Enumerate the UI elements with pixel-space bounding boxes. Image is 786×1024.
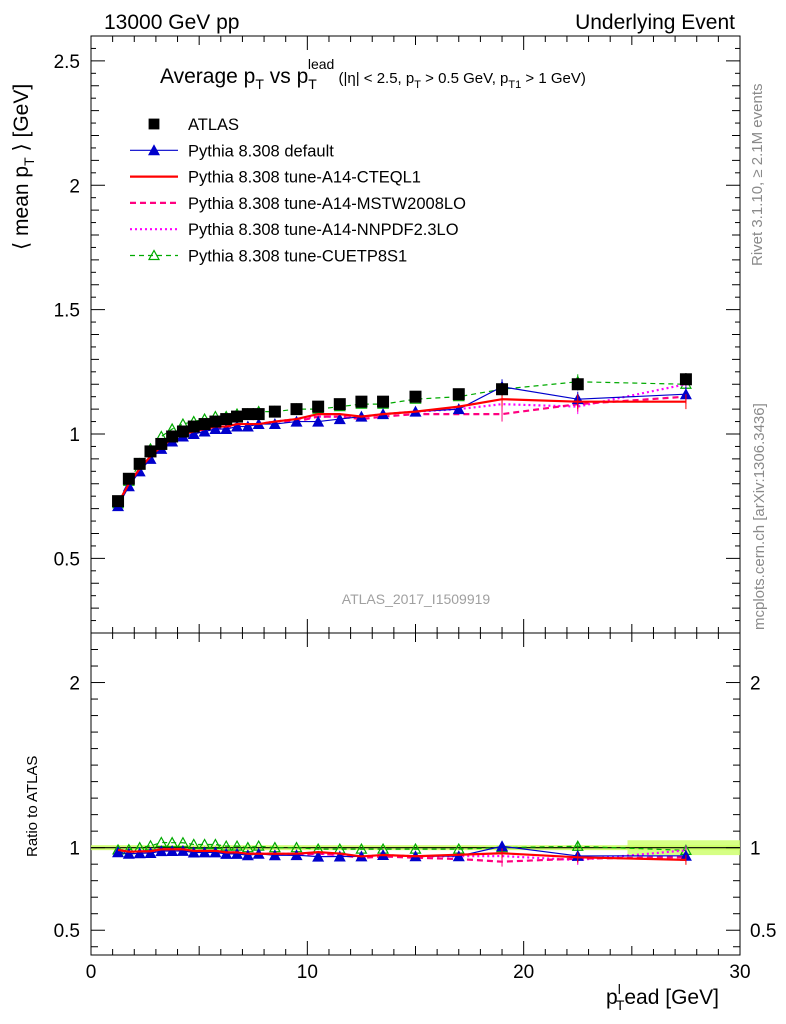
- ratio-frame: [90, 632, 741, 956]
- y-tick-label: 1.5: [54, 301, 80, 322]
- data-point: [112, 495, 125, 508]
- data-point: [679, 373, 692, 386]
- data-point: [290, 403, 303, 416]
- legend-entry: Pythia 8.308 tune-CUETP8S1: [188, 248, 407, 266]
- legend-entry: ATLAS: [188, 116, 239, 134]
- mc-point: [112, 846, 125, 858]
- axis-ticks: [90, 35, 741, 955]
- mc-point: [155, 845, 168, 857]
- data-point: [452, 388, 465, 401]
- ratio-band: [91, 840, 740, 856]
- legend-entry: Pythia 8.308 tune-A14-CTEQL1: [188, 169, 421, 187]
- data-point: [148, 118, 160, 130]
- tick-labels: 0 10 20 300.511.522.50.5 0.51 12 2: [54, 52, 777, 983]
- data-point: [144, 445, 157, 458]
- ratio-y-tick-label-right: 1: [750, 839, 761, 860]
- data-point: [133, 457, 146, 470]
- data-point: [122, 472, 135, 485]
- legend: ATLAS Pythia 8.308 default Pythia 8.308 tu…: [130, 116, 466, 266]
- x-tick-label: 0: [86, 962, 97, 983]
- data-point: [355, 395, 368, 408]
- y-axis-label: ⟨ mean pT ⟩ [GeV]: [10, 84, 37, 250]
- data-point: [312, 400, 325, 413]
- ratio-series: [112, 836, 692, 867]
- main-series: [112, 373, 692, 512]
- data-point: [496, 383, 509, 396]
- y-tick-label: 1: [69, 425, 80, 446]
- mc-point: [679, 388, 692, 400]
- mcplots-label: mcplots.cern.ch [arXiv:1306.3436]: [751, 403, 768, 630]
- mc-point: [333, 850, 346, 862]
- data-point: [252, 408, 265, 421]
- data-point: [187, 420, 200, 433]
- data-point: [220, 413, 233, 426]
- ratio-line-cuetp8s1: [118, 841, 686, 851]
- data-point: [409, 390, 422, 403]
- series-line-cuetp8s1: [117, 381, 686, 504]
- mc-point: [133, 847, 146, 859]
- ratio-y-tick-label: 1: [69, 839, 80, 860]
- data-point: [209, 415, 222, 428]
- y-tick-label: 2: [69, 176, 80, 197]
- data-point: [198, 418, 211, 431]
- x-tick-label: 20: [513, 962, 534, 983]
- y-tick-label: 2.5: [54, 52, 80, 73]
- x-tick-label: 10: [297, 962, 318, 983]
- mc-point: [231, 420, 244, 432]
- data-point: [176, 425, 189, 438]
- data-point: [268, 405, 281, 418]
- x-tick-label: 30: [729, 962, 750, 983]
- data-point: [155, 437, 168, 450]
- legend-entry: Pythia 8.308 tune-A14-MSTW2008LO: [188, 195, 466, 213]
- mc-point: [290, 415, 303, 427]
- mc-point: [198, 425, 211, 437]
- mc-point: [187, 846, 200, 858]
- data-point: [377, 395, 390, 408]
- mc-point: [187, 428, 200, 439]
- header-left: 13000 GeV pp: [104, 11, 239, 34]
- y-tick-label: 0.5: [54, 549, 80, 570]
- data-point: [571, 378, 584, 391]
- ratio-y-tick-label-right: 2: [750, 674, 761, 695]
- mc-point: [312, 415, 325, 427]
- mc-point: [209, 423, 222, 435]
- header-right: Underlying Event: [575, 11, 735, 34]
- rivet-label: Rivet 3.1.10, ≥ 2.1M events: [749, 84, 766, 267]
- mc-point: [312, 850, 325, 862]
- legend-entry: Pythia 8.308 tune-A14-NNPDF2.3LO: [188, 221, 459, 239]
- mc-point: [122, 847, 135, 859]
- data-point: [166, 430, 179, 443]
- ratio-line-cteql1: [117, 848, 686, 861]
- mc-point: [147, 249, 161, 261]
- ratio-y-tick-label: 2: [69, 674, 80, 695]
- mc-point: [241, 420, 254, 432]
- mc-point: [268, 418, 281, 430]
- mc-point: [176, 844, 189, 856]
- mc-point: [333, 413, 346, 425]
- ratio-y-axis-label: Ratio to ATLAS: [24, 756, 41, 857]
- legend-entry: Pythia 8.308 default: [188, 142, 334, 160]
- data-point: [333, 398, 346, 411]
- ratio-y-tick-label-right: 0.5: [750, 921, 776, 942]
- mc-point: [148, 144, 160, 156]
- mc-point: [144, 846, 157, 858]
- mc-point: [452, 403, 465, 415]
- mc-point: [496, 840, 509, 852]
- data-point: [231, 410, 244, 423]
- series-line-default: [117, 386, 686, 507]
- ratio-y-tick-label: 0.5: [54, 921, 80, 942]
- analysis-id: ATLAS_2017_I1509919: [342, 591, 491, 607]
- plot-title: Average pT vs pTlead (|η| < 2.5, pT > 0.…: [160, 56, 586, 92]
- series-line-cteql1: [117, 398, 686, 505]
- mc-point: [220, 423, 233, 435]
- mc-point: [166, 845, 179, 857]
- x-axis-label: pl Tead [GeV]: [606, 981, 719, 1013]
- data-point: [241, 408, 254, 421]
